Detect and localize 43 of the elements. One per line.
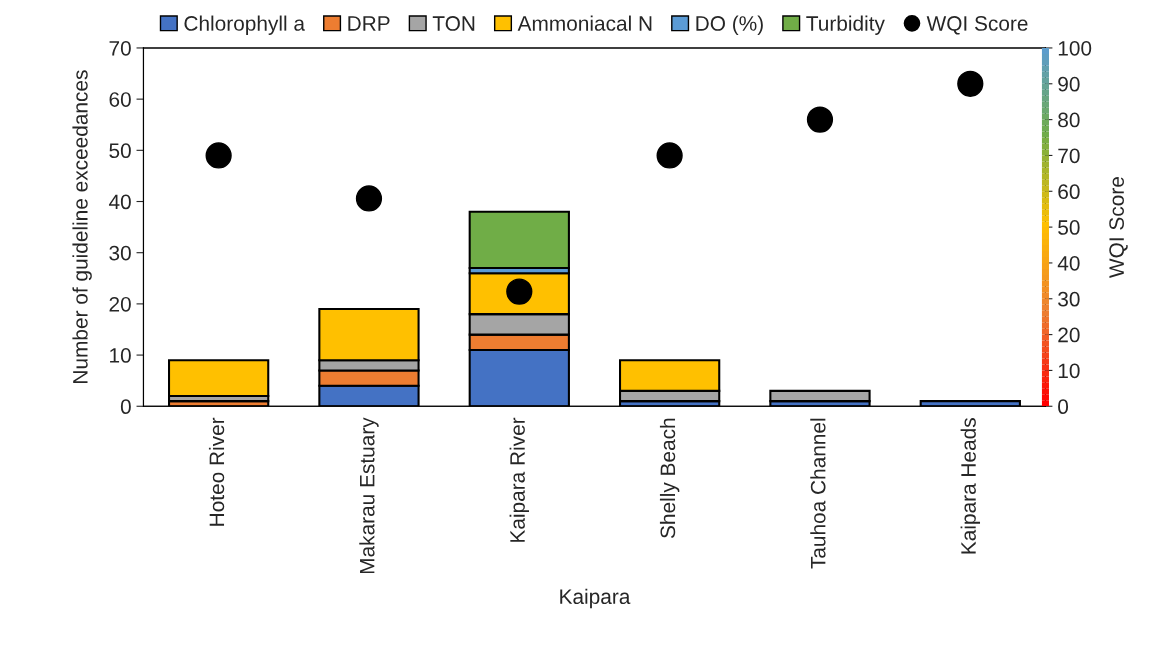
- point: [957, 70, 984, 97]
- y2-tick-label: 100: [1058, 40, 1092, 56]
- legend-label: Turbidity: [806, 15, 885, 35]
- y-tick-label: 20: [109, 296, 131, 312]
- y-tick-label: 30: [109, 245, 131, 261]
- y-tick-label: 60: [109, 92, 131, 107]
- x-axis-title: Kaipara: [560, 588, 631, 609]
- y2-axis-title: WQI Score: [1109, 177, 1128, 278]
- y-tick-label: 50: [109, 143, 131, 159]
- legend-label: Chlorophyll a: [184, 15, 305, 35]
- bar: [468, 210, 570, 270]
- legend-label: DO (%): [696, 15, 763, 35]
- bar: [769, 389, 871, 403]
- y-tick-label: 0: [120, 399, 131, 415]
- y2-tick-label: 80: [1058, 112, 1080, 128]
- y-tick-label: 40: [108, 194, 131, 210]
- y2-tick-label: 40: [1057, 255, 1080, 271]
- y-tick-label: 70: [109, 40, 131, 56]
- y2-tick-label: 60: [1058, 184, 1080, 200]
- y2-tick-label: 30: [1058, 291, 1080, 307]
- x-tick-label: Kaipara Heads: [960, 418, 981, 554]
- y2-tick-label: 0: [1058, 399, 1069, 415]
- y2-tick-label: 10: [1058, 363, 1080, 379]
- legend-label: Ammoniacal N: [517, 15, 652, 31]
- x-tick-label: Shelly Beach: [659, 418, 680, 539]
- point: [205, 142, 232, 169]
- bar: [167, 359, 270, 398]
- x-tick-label: Kaipara River: [509, 417, 530, 542]
- legend-label: TON: [432, 16, 475, 31]
- y-axis-title: Number of guideline exceedances: [72, 70, 92, 383]
- y2-tick-label: 70: [1058, 148, 1080, 164]
- legend-label: WQI Score: [926, 16, 1028, 35]
- x-tick-label: Hoteo River: [208, 417, 225, 526]
- y2-tick-label: 90: [1058, 76, 1080, 92]
- legend-label: DRP: [348, 16, 390, 31]
- point: [656, 142, 683, 169]
- x-tick-label: Tauhoa Channel: [810, 418, 826, 569]
- y-tick-label: 10: [110, 348, 131, 363]
- point: [806, 106, 834, 133]
- point: [355, 185, 383, 212]
- y2-tick-label: 20: [1058, 327, 1080, 343]
- x-tick-label: Makarau Estuary: [359, 417, 379, 574]
- y2-tick-label: 50: [1058, 220, 1080, 235]
